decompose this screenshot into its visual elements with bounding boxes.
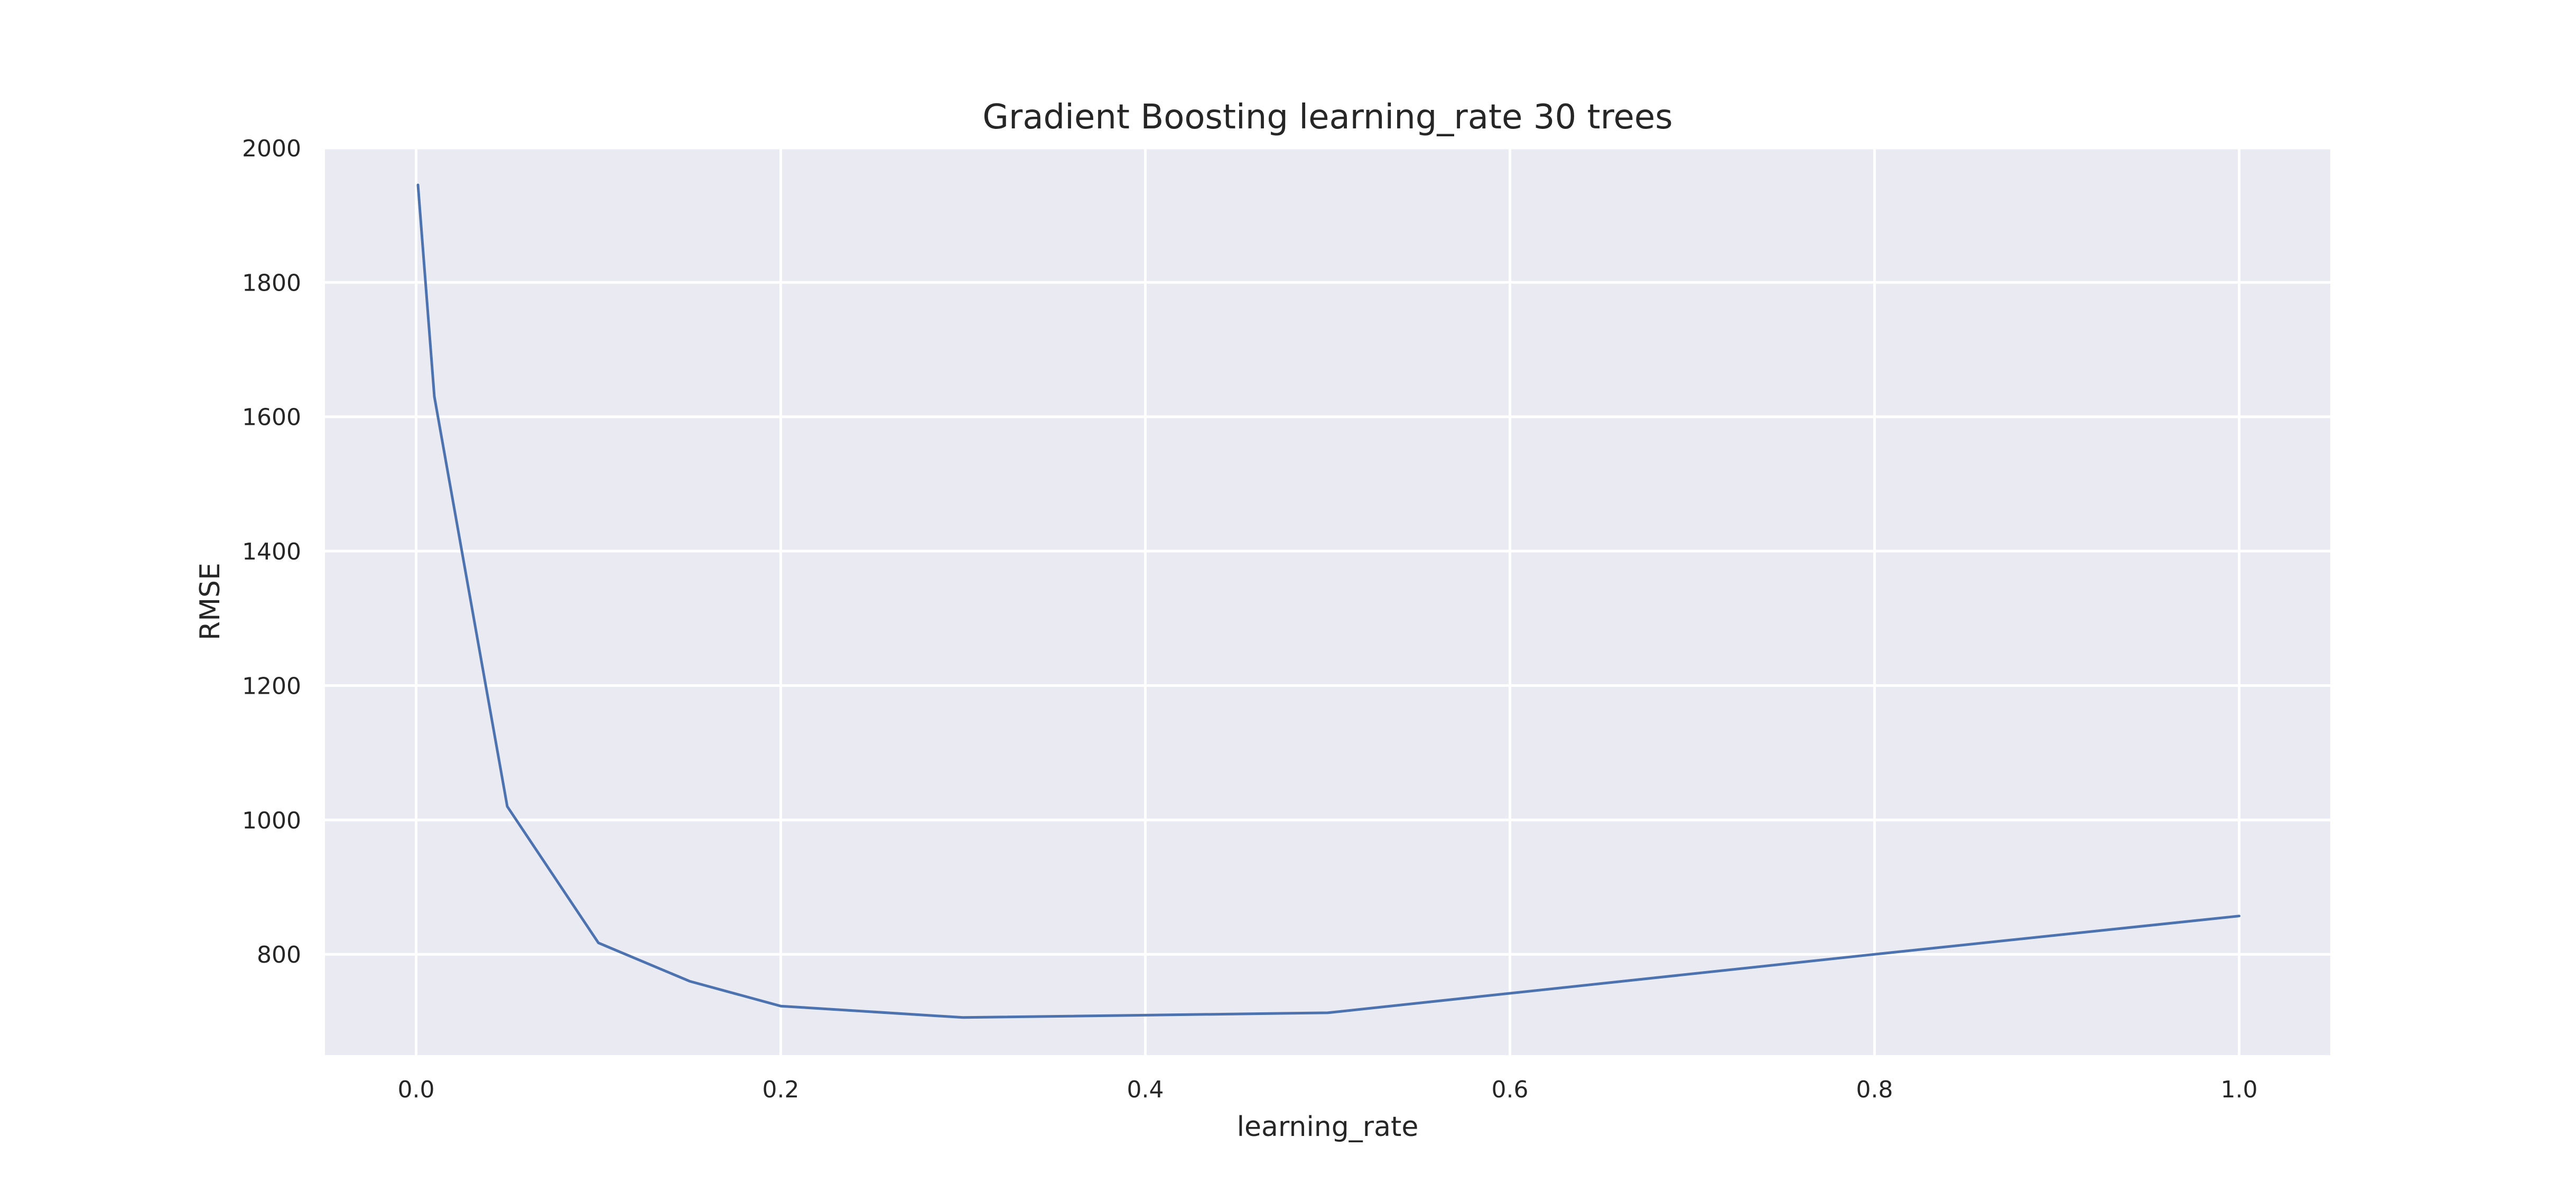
y-tick-label: 1600 (242, 404, 301, 431)
x-tick-label: 0.8 (1856, 1076, 1893, 1103)
y-tick-label: 800 (257, 942, 301, 968)
y-tick-labels: 800 1000 1200 1400 1600 1800 2000 (242, 135, 301, 968)
x-tick-label: 0.0 (398, 1076, 435, 1103)
y-tick-label: 1000 (242, 807, 301, 834)
chart-title: Gradient Boosting learning_rate 30 trees (982, 98, 1672, 137)
x-tick-label: 1.0 (2221, 1076, 2258, 1103)
y-tick-label: 1800 (242, 269, 301, 296)
x-tick-label: 0.2 (762, 1076, 799, 1103)
x-tick-label: 0.6 (1492, 1076, 1529, 1103)
plot-area (325, 148, 2330, 1055)
y-tick-label: 1400 (242, 538, 301, 565)
x-tick-label: 0.4 (1127, 1076, 1164, 1103)
x-axis-label: learning_rate (1237, 1111, 1419, 1143)
x-tick-labels: 0.0 0.2 0.4 0.6 0.8 1.0 (398, 1076, 2258, 1103)
series-lines (416, 183, 2240, 1019)
grid-lines (325, 146, 2330, 1055)
y-axis-label: RMSE (194, 563, 226, 640)
y-tick-label: 2000 (242, 135, 301, 162)
series-line (416, 183, 2240, 1019)
y-tick-label: 1200 (242, 673, 301, 700)
